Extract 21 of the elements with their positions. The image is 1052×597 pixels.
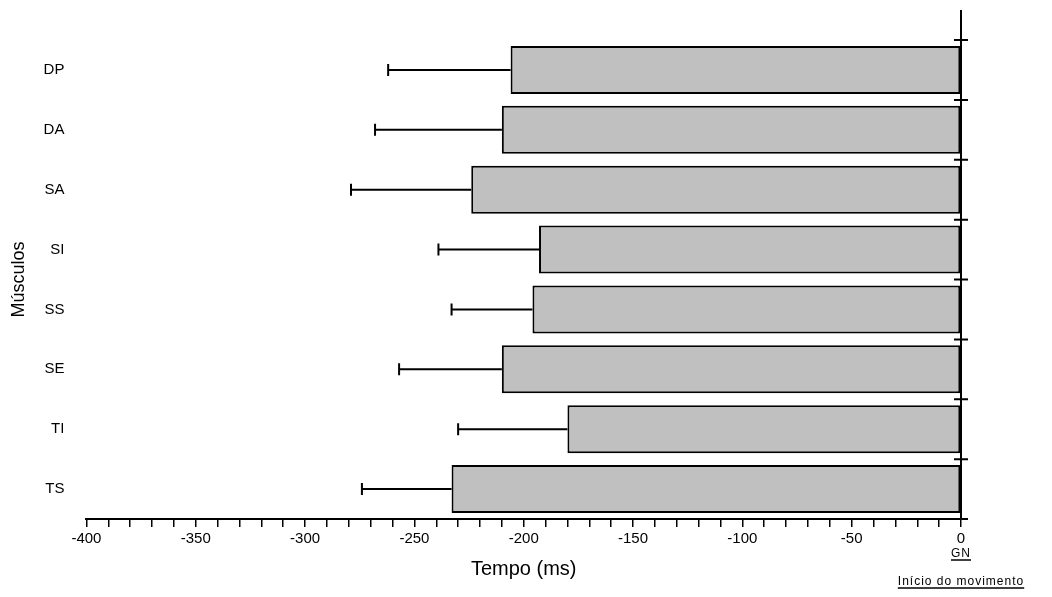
x-axis-title: Tempo (ms) bbox=[470, 556, 577, 579]
y-tick-label: DP bbox=[43, 60, 65, 78]
y-tick-label: TI bbox=[51, 419, 65, 437]
x-tick-label: -250 bbox=[399, 529, 430, 547]
y-tick-label: TS bbox=[45, 479, 65, 497]
text: GN bbox=[951, 546, 971, 560]
x-tick-label: -150 bbox=[618, 529, 649, 547]
x-tick-label: -400 bbox=[71, 529, 102, 547]
x-tick-label: 0 bbox=[956, 529, 966, 547]
x-tick-label: -50 bbox=[840, 529, 863, 547]
y-tick-label: SI bbox=[50, 239, 65, 257]
y-tick-label: SS bbox=[44, 299, 65, 317]
x-tick-label: -350 bbox=[180, 529, 211, 547]
y-tick-label: DA bbox=[43, 119, 65, 137]
x-tick-label: -200 bbox=[508, 529, 539, 547]
x-tick-label: -300 bbox=[290, 529, 321, 547]
y-axis-title: Músculos bbox=[7, 241, 28, 318]
text: Início do movimento bbox=[897, 574, 1025, 588]
y-tick-label: SA bbox=[44, 179, 65, 197]
x-tick-label: -100 bbox=[727, 529, 758, 547]
y-tick-label: SE bbox=[44, 359, 65, 377]
